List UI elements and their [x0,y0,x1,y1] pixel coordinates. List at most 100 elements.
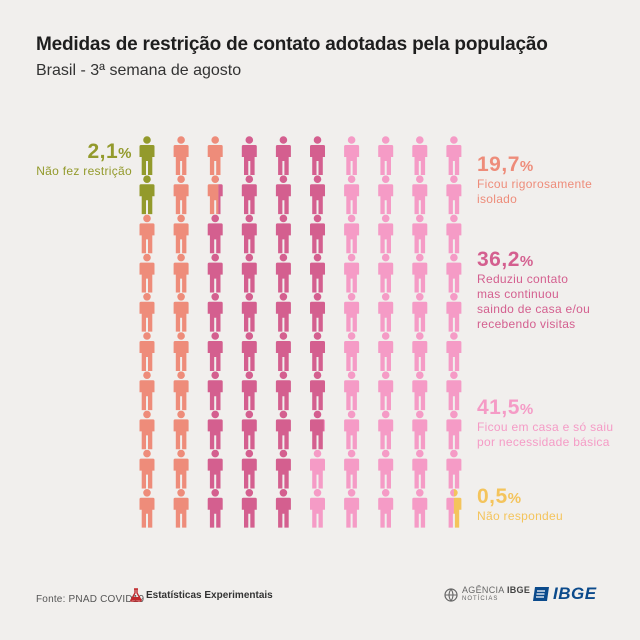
person-icon-fill [446,136,462,175]
person-icon-fill [378,136,394,175]
person-icon-fill [207,175,219,215]
person-icon-fill [412,371,428,411]
person-icon [241,214,257,254]
person-icon-fill [275,488,291,528]
desc-reduziu-1: Reduziu contato [477,272,569,286]
person-icon [310,371,325,411]
person-icon-fill [446,175,462,215]
value-nao-resp-unit: % [507,490,522,507]
footer-source: Fonte: PNAD COVID19 [36,594,145,605]
person-icon [344,292,360,332]
label-ficou-casa: 41,5% Ficou em casa e só saiu por necess… [477,396,613,450]
person-icon-fill [275,175,291,215]
person-icon [378,253,394,293]
person-icon-fill [344,292,360,332]
person-icon-fill [310,136,325,175]
person-icon [139,488,155,528]
person-icon-fill [446,410,462,450]
person-icon [310,214,325,254]
person-icon-fill [275,410,291,450]
person-icon [378,410,394,450]
person-icon-fill [207,371,223,411]
person-icon-fill [241,214,257,254]
person-icon [139,410,155,450]
person-icon-fill [173,449,189,489]
person-icon [173,449,189,489]
person-icon-fill [310,332,325,371]
person-icon-fill [344,136,360,175]
person-icon [412,214,428,254]
person-icon-fill [310,488,325,528]
person-icon [139,175,155,215]
desc-reduziu-3: saindo de casa e/ou [477,302,591,316]
person-icon-fill [412,136,428,175]
value-reduziu: 36,2% [477,248,590,272]
person-icon-fill [378,410,394,450]
person-icon [378,175,394,215]
person-icon-fill [173,175,189,215]
desc-nao-fez: Não fez restrição [36,164,132,178]
person-icon [275,292,291,332]
person-icon [139,136,155,175]
desc-isolado-2: isolado [477,192,518,206]
person-icon [241,332,257,371]
person-icon-fill [173,136,189,175]
person-icon-fill [173,488,189,528]
person-icon-fill [378,214,394,254]
person-icon [446,449,462,489]
person-icon-fill [241,253,257,293]
agencia-bold: IBGE [506,585,531,595]
person-icon [207,175,223,215]
person-icon-fill [378,292,394,332]
person-icon [173,136,189,175]
page-subtitle: Brasil - 3ª semana de agosto [36,62,242,79]
person-icon-fill [446,214,462,254]
person-icon-fill [378,175,394,215]
person-icon [275,332,291,371]
person-icon-fill [139,136,155,175]
person-icon-fill [207,214,223,254]
person-icon [139,371,155,411]
person-icon [207,449,223,489]
person-icon [344,175,360,215]
person-icon-fill [446,371,462,411]
person-icon-fill [173,332,189,371]
person-icon [344,449,360,489]
person-icon [378,449,394,489]
agencia-ibge-logo: AGÊNCIA IBGE NOTÍCIAS [444,586,530,604]
person-icon-fill [310,175,325,215]
agencia-word: AGÊNCIA [462,585,505,595]
person-icon [207,332,223,371]
person-icon [378,332,394,371]
person-icon-fill [412,214,428,254]
page-title: Medidas de restrição de contato adotadas… [36,34,548,55]
person-icon-fill [378,332,394,371]
person-icon-fill [207,410,223,450]
person-icon-fill [139,488,155,528]
person-icon [207,371,223,411]
person-icon [173,332,189,371]
value-nao-fez-number: 2,1 [87,140,119,163]
person-icon [275,214,291,254]
label-nao-fez: 2,1% Não fez restrição [32,140,132,179]
person-icon [207,410,223,450]
person-icon-fill [378,449,394,489]
person-icon [173,488,189,528]
person-icon [241,136,257,175]
person-icon [378,371,394,411]
person-icon-fill [139,410,155,450]
person-icon [344,332,360,371]
value-reduziu-unit: % [519,253,534,270]
desc-isolado-1: Ficou rigorosamente [477,177,593,191]
person-icon-fill [323,410,325,450]
person-icon [446,371,462,411]
person-icon [344,371,360,411]
value-isolado-unit: % [519,158,534,175]
person-icon [412,488,428,528]
value-nao-fez: 2,1% [32,140,132,164]
person-icon [207,214,223,254]
person-icon-fill [207,253,223,293]
person-icon-fill [139,332,155,371]
person-icon [275,253,291,293]
person-icon-fill [275,253,291,293]
